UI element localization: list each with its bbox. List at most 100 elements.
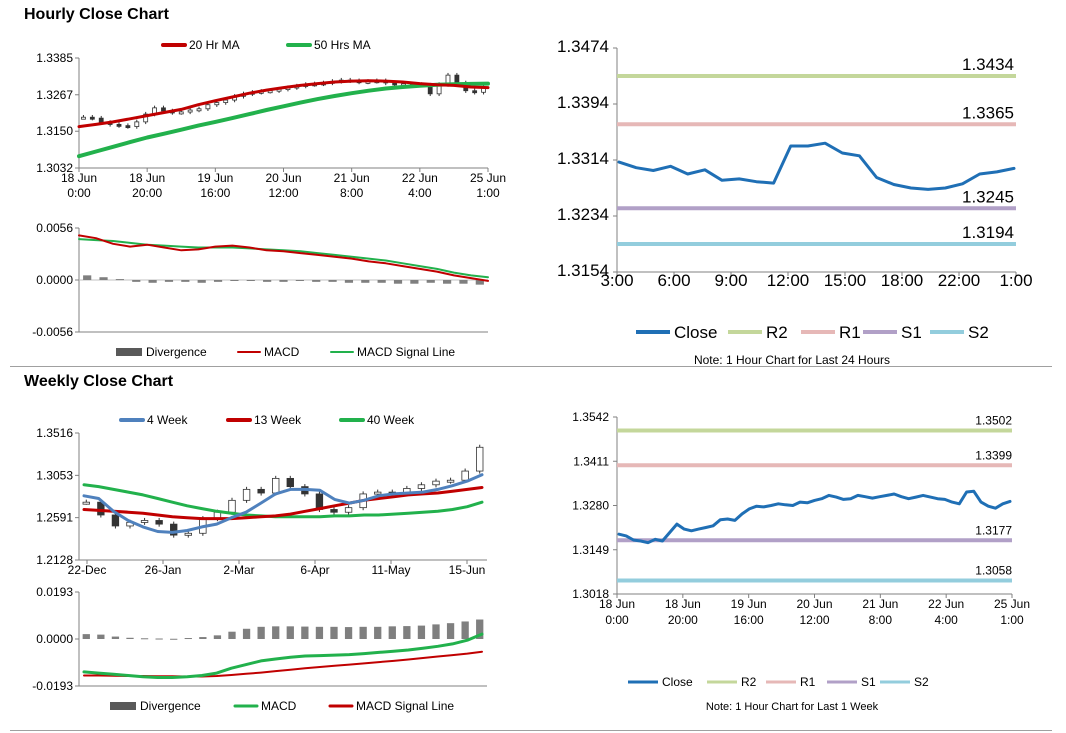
weekly-macd-signal-line [83, 650, 483, 678]
hourly-divergence-bar [197, 280, 206, 283]
x-tick-label: 16:00 [200, 186, 230, 200]
hourly-divergence-bar [344, 280, 354, 283]
weekly-pivot-s2-value: 1.3058 [975, 563, 1012, 577]
hourly-macd-line [78, 234, 489, 282]
hourly-pivot-close-line [617, 141, 1016, 191]
hourly-note: Note: 1 Hour Chart for Last 24 Hours [694, 353, 890, 367]
hourly-price-candle [134, 121, 140, 127]
hourly-divergence-bar [393, 280, 403, 284]
x-tick-label: 25 Jun [994, 597, 1030, 611]
weekly-price-candle [417, 484, 426, 489]
weekly-pivot-r1-value: 1.3399 [975, 448, 1012, 462]
y-tick-label: 1.2591 [36, 511, 73, 525]
y-tick-label: 1.3474 [557, 37, 609, 56]
x-tick-label: 20:00 [132, 186, 162, 200]
hourly-pivot-s1-value: 1.3245 [962, 187, 1014, 206]
x-tick-label: 21 Jun [862, 597, 898, 611]
weekly-divergence-bar [417, 625, 426, 639]
y-tick-label: 1.3411 [573, 454, 609, 468]
weekly-divergence-bar [476, 619, 484, 639]
weekly-macd-line [82, 632, 484, 679]
weekly-price-candle [111, 514, 120, 527]
hourly-20hr-ma-line [77, 79, 490, 129]
x-tick-label: 9:00 [714, 271, 747, 290]
weekly-price-candle [184, 532, 192, 536]
y-tick-label: 0.0193 [36, 585, 73, 599]
hourly-divergence-bar [115, 279, 124, 281]
hourly-price-candle [205, 104, 211, 110]
legend-label: R1 [839, 323, 861, 342]
hourly-price-candle [472, 90, 478, 94]
weekly-price-candle [155, 520, 163, 525]
hourly-divergence-bar [377, 280, 386, 283]
legend-label: S1 [861, 675, 876, 689]
x-tick-label: 22-Dec [68, 563, 107, 577]
weekly-pivot-r2-value: 1.3502 [975, 414, 1012, 428]
x-tick-label: 0:00 [605, 613, 629, 627]
legend-label: S2 [914, 675, 929, 689]
hourly-price-candle [392, 82, 398, 86]
weekly-price-candle [374, 491, 382, 495]
x-tick-label: 20:00 [668, 613, 698, 627]
hourly-divergence-bar [459, 280, 468, 284]
x-tick-label: 8:00 [869, 613, 893, 627]
x-tick-label: 4:00 [934, 613, 958, 627]
x-tick-label: 15:00 [824, 271, 867, 290]
hourly-price-candle [187, 109, 193, 113]
hourly-price-candle [143, 113, 149, 123]
x-tick-label: 1:00 [1000, 613, 1024, 627]
legend-label: Close [662, 675, 693, 689]
hourly-divergence-bar [213, 280, 223, 282]
x-tick-label: 22 Jun [928, 597, 964, 611]
weekly-divergence-bar [213, 635, 222, 639]
weekly-price-candle [330, 509, 338, 513]
hourly-divergence-bar [410, 280, 419, 284]
legend-label: 13 Week [254, 413, 302, 427]
hourly-price-candle [161, 107, 166, 112]
weekly-price-candle [344, 507, 353, 513]
legend-label: MACD Signal Line [357, 345, 455, 359]
y-tick-label: 1.3018 [572, 587, 609, 601]
x-tick-label: 1:00 [999, 271, 1032, 290]
y-tick-label: 0.0056 [36, 221, 73, 235]
y-tick-label: 1.3394 [557, 93, 609, 112]
hourly-divergence-bar [426, 280, 435, 283]
x-tick-label: 12:00 [767, 271, 810, 290]
weekly-note: Note: 1 Hour Chart for Last 1 Week [706, 701, 879, 713]
x-tick-label: 8:00 [340, 186, 364, 200]
weekly-divergence-bar [184, 638, 192, 640]
hourly-price-candle [454, 74, 460, 84]
y-tick-label: 1.3314 [557, 149, 609, 168]
weekly-price-candle [140, 520, 149, 523]
hourly-divergence-bar [361, 280, 370, 283]
hourly-divergence-bar [99, 277, 108, 280]
hourly-pivot-s2-value: 1.3194 [962, 223, 1014, 242]
weekly-divergence-bar [374, 626, 382, 639]
weekly-4wk-line [82, 473, 484, 534]
x-tick-label: 20 Jun [796, 597, 832, 611]
hourly-divergence-bar [230, 280, 239, 281]
hourly-divergence-bar [443, 280, 452, 284]
legend-label: S1 [901, 323, 922, 342]
weekly-price-candle [82, 501, 90, 505]
hourly-price-candle [223, 99, 229, 103]
x-tick-label: 22 Jun [402, 171, 438, 185]
legend-label: 20 Hr MA [189, 38, 240, 52]
y-tick-label: 1.3150 [36, 124, 73, 138]
hourly-divergence-bar [475, 280, 484, 285]
y-tick-label: 1.3542 [572, 410, 609, 424]
x-tick-label: 0:00 [67, 186, 91, 200]
legend-label: Divergence [146, 345, 207, 359]
y-tick-label: -0.0193 [32, 679, 73, 693]
x-tick-label: 18 Jun [61, 171, 97, 185]
weekly-price-candle [286, 477, 294, 488]
weekly-divergence-bar [446, 623, 455, 639]
x-tick-label: 22:00 [938, 271, 981, 290]
weekly-divergence-bar [388, 626, 396, 639]
x-tick-label: 12:00 [799, 613, 829, 627]
weekly-price-candle [432, 480, 440, 486]
legend-label: R2 [766, 323, 788, 342]
legend-label: 50 Hrs MA [314, 38, 371, 52]
hourly-divergence-bar [279, 280, 288, 282]
